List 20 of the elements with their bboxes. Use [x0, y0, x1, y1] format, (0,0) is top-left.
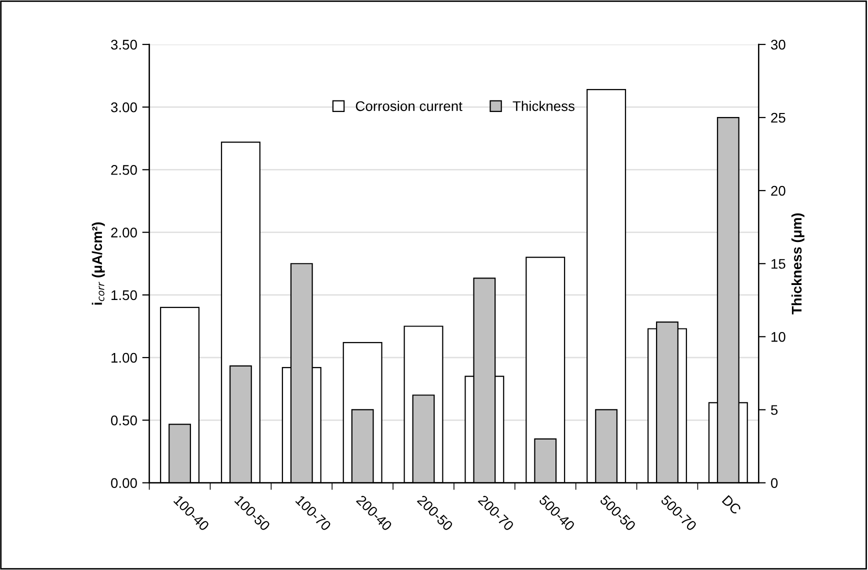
y-tick-label: 0.00: [111, 478, 137, 488]
y2-tick-label: 5: [770, 405, 778, 415]
x-tick-label: DC: [722, 494, 742, 515]
y-tick-label: 3.50: [110, 40, 137, 50]
y2-tick-label: 0: [770, 478, 778, 488]
y-tick-label: 1.50: [112, 290, 137, 300]
y2-tick-label: 25: [771, 112, 786, 123]
legend-label: Thickness: [512, 100, 574, 112]
y2-tick-label: 10: [771, 332, 786, 342]
y-tick-label: 0.50: [111, 416, 137, 426]
y2-axis-title: Thickness (μm): [791, 213, 804, 314]
y2-tick-label: 15: [771, 259, 786, 269]
y2-tick-label: 20: [771, 186, 786, 196]
y-tick-label: 3.00: [110, 102, 137, 112]
y-axis-title: i$_{corr}$ (μA/cm²): [92, 222, 105, 305]
legend-label: Corrosion current: [356, 100, 462, 112]
y-tick-label: 1.00: [112, 352, 137, 363]
y-tick-label: 2.50: [111, 165, 137, 175]
y2-tick-label: 30: [770, 40, 786, 50]
y-tick-label: 2.00: [111, 228, 137, 238]
